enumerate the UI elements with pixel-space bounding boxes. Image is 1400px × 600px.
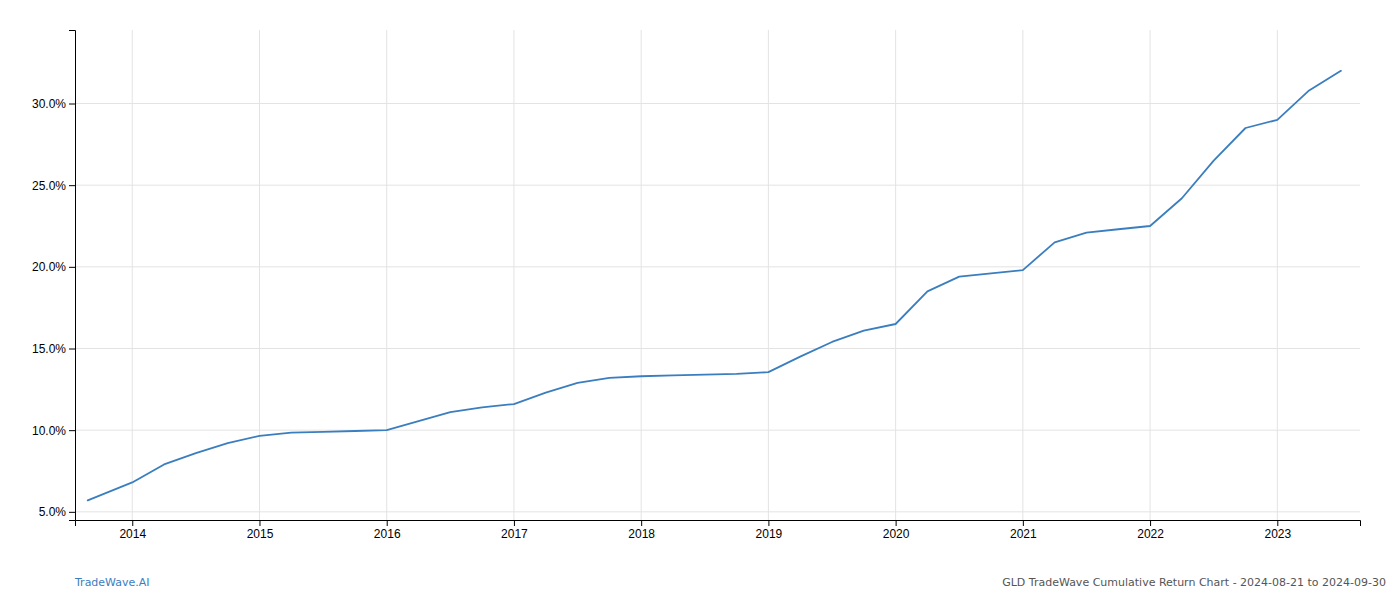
y-tick-label: 20.0% — [32, 260, 66, 274]
y-grid-line — [75, 348, 1360, 349]
y-axis-line — [69, 31, 76, 521]
x-tick-mark — [1023, 520, 1024, 526]
plot-area: 2014 2015 2016 2017 2018 2019 2020 2021 2022 2023… — [32, 30, 1361, 541]
grid — [75, 30, 1360, 520]
chart: 2014 2015 2016 2017 2018 2019 2020 2021 2022 2023… — [0, 0, 1400, 600]
x-tick-mark — [514, 520, 515, 526]
y-grid-line — [75, 185, 1360, 186]
x-tick-label: 2017 — [501, 527, 528, 541]
y-tick-label: 25.0% — [32, 179, 66, 193]
y-tick: 15.0% — [32, 342, 75, 356]
y-tick-label: 15.0% — [32, 342, 66, 356]
y-grid-line — [75, 103, 1360, 104]
x-tick-label: 2020 — [883, 527, 910, 541]
y-tick: 5.0% — [39, 505, 75, 519]
x-tick: 2015 — [247, 520, 274, 541]
y-tick-mark — [69, 430, 75, 431]
y-tick: 25.0% — [32, 179, 75, 193]
y-grid-line — [75, 430, 1360, 431]
x-tick-mark — [1277, 520, 1278, 526]
x-axis: 2014 2015 2016 2017 2018 2019 2020 2021 2022 2023 — [76, 520, 1361, 541]
x-tick-label: 2021 — [1010, 527, 1037, 541]
x-tick: 2023 — [1264, 520, 1291, 541]
x-tick-mark — [896, 520, 897, 526]
x-tick: 2020 — [883, 520, 910, 541]
y-tick: 10.0% — [32, 424, 75, 438]
y-tick-mark — [69, 104, 75, 105]
x-tick-label: 2019 — [756, 527, 783, 541]
y-tick-label: 30.0% — [32, 97, 66, 111]
y-grid-line — [75, 511, 1360, 512]
series — [88, 71, 1341, 501]
x-tick: 2018 — [628, 520, 655, 541]
y-tick-mark — [69, 349, 75, 350]
x-tick-mark — [641, 520, 642, 526]
x-tick: 2022 — [1137, 520, 1164, 541]
y-tick-mark — [69, 512, 75, 513]
y-tick-mark — [69, 267, 75, 268]
y-tick: 20.0% — [32, 260, 75, 274]
x-tick-mark — [1150, 520, 1151, 526]
y-tick-mark — [69, 185, 75, 186]
x-tick-mark — [768, 520, 769, 526]
x-tick-mark — [259, 520, 260, 526]
footer-right: GLD TradeWave Cumulative Return Chart - … — [1002, 576, 1386, 589]
x-tick-label: 2015 — [247, 527, 274, 541]
x-tick-label: 2022 — [1137, 527, 1164, 541]
footer-left: TradeWave.AI — [74, 576, 150, 589]
x-tick: 2014 — [119, 520, 146, 541]
x-tick: 2017 — [501, 520, 528, 541]
x-tick: 2019 — [756, 520, 783, 541]
x-tick-mark — [387, 520, 388, 526]
y-tick-label: 5.0% — [39, 505, 67, 519]
x-tick: 2021 — [1010, 520, 1037, 541]
x-tick-label: 2016 — [374, 527, 401, 541]
y-tick-label: 10.0% — [32, 424, 66, 438]
x-tick-label: 2014 — [119, 527, 146, 541]
x-tick-label: 2018 — [628, 527, 655, 541]
x-axis-line — [76, 521, 1361, 527]
x-tick-label: 2023 — [1264, 527, 1291, 541]
x-tick-mark — [132, 520, 133, 526]
y-tick: 30.0% — [32, 97, 75, 111]
line — [88, 71, 1341, 501]
x-tick: 2016 — [374, 520, 401, 541]
y-grid-line — [75, 266, 1360, 267]
y-axis: 5.0% 10.0% 15.0% 20.0% 25.0% 30.0% — [32, 31, 76, 521]
